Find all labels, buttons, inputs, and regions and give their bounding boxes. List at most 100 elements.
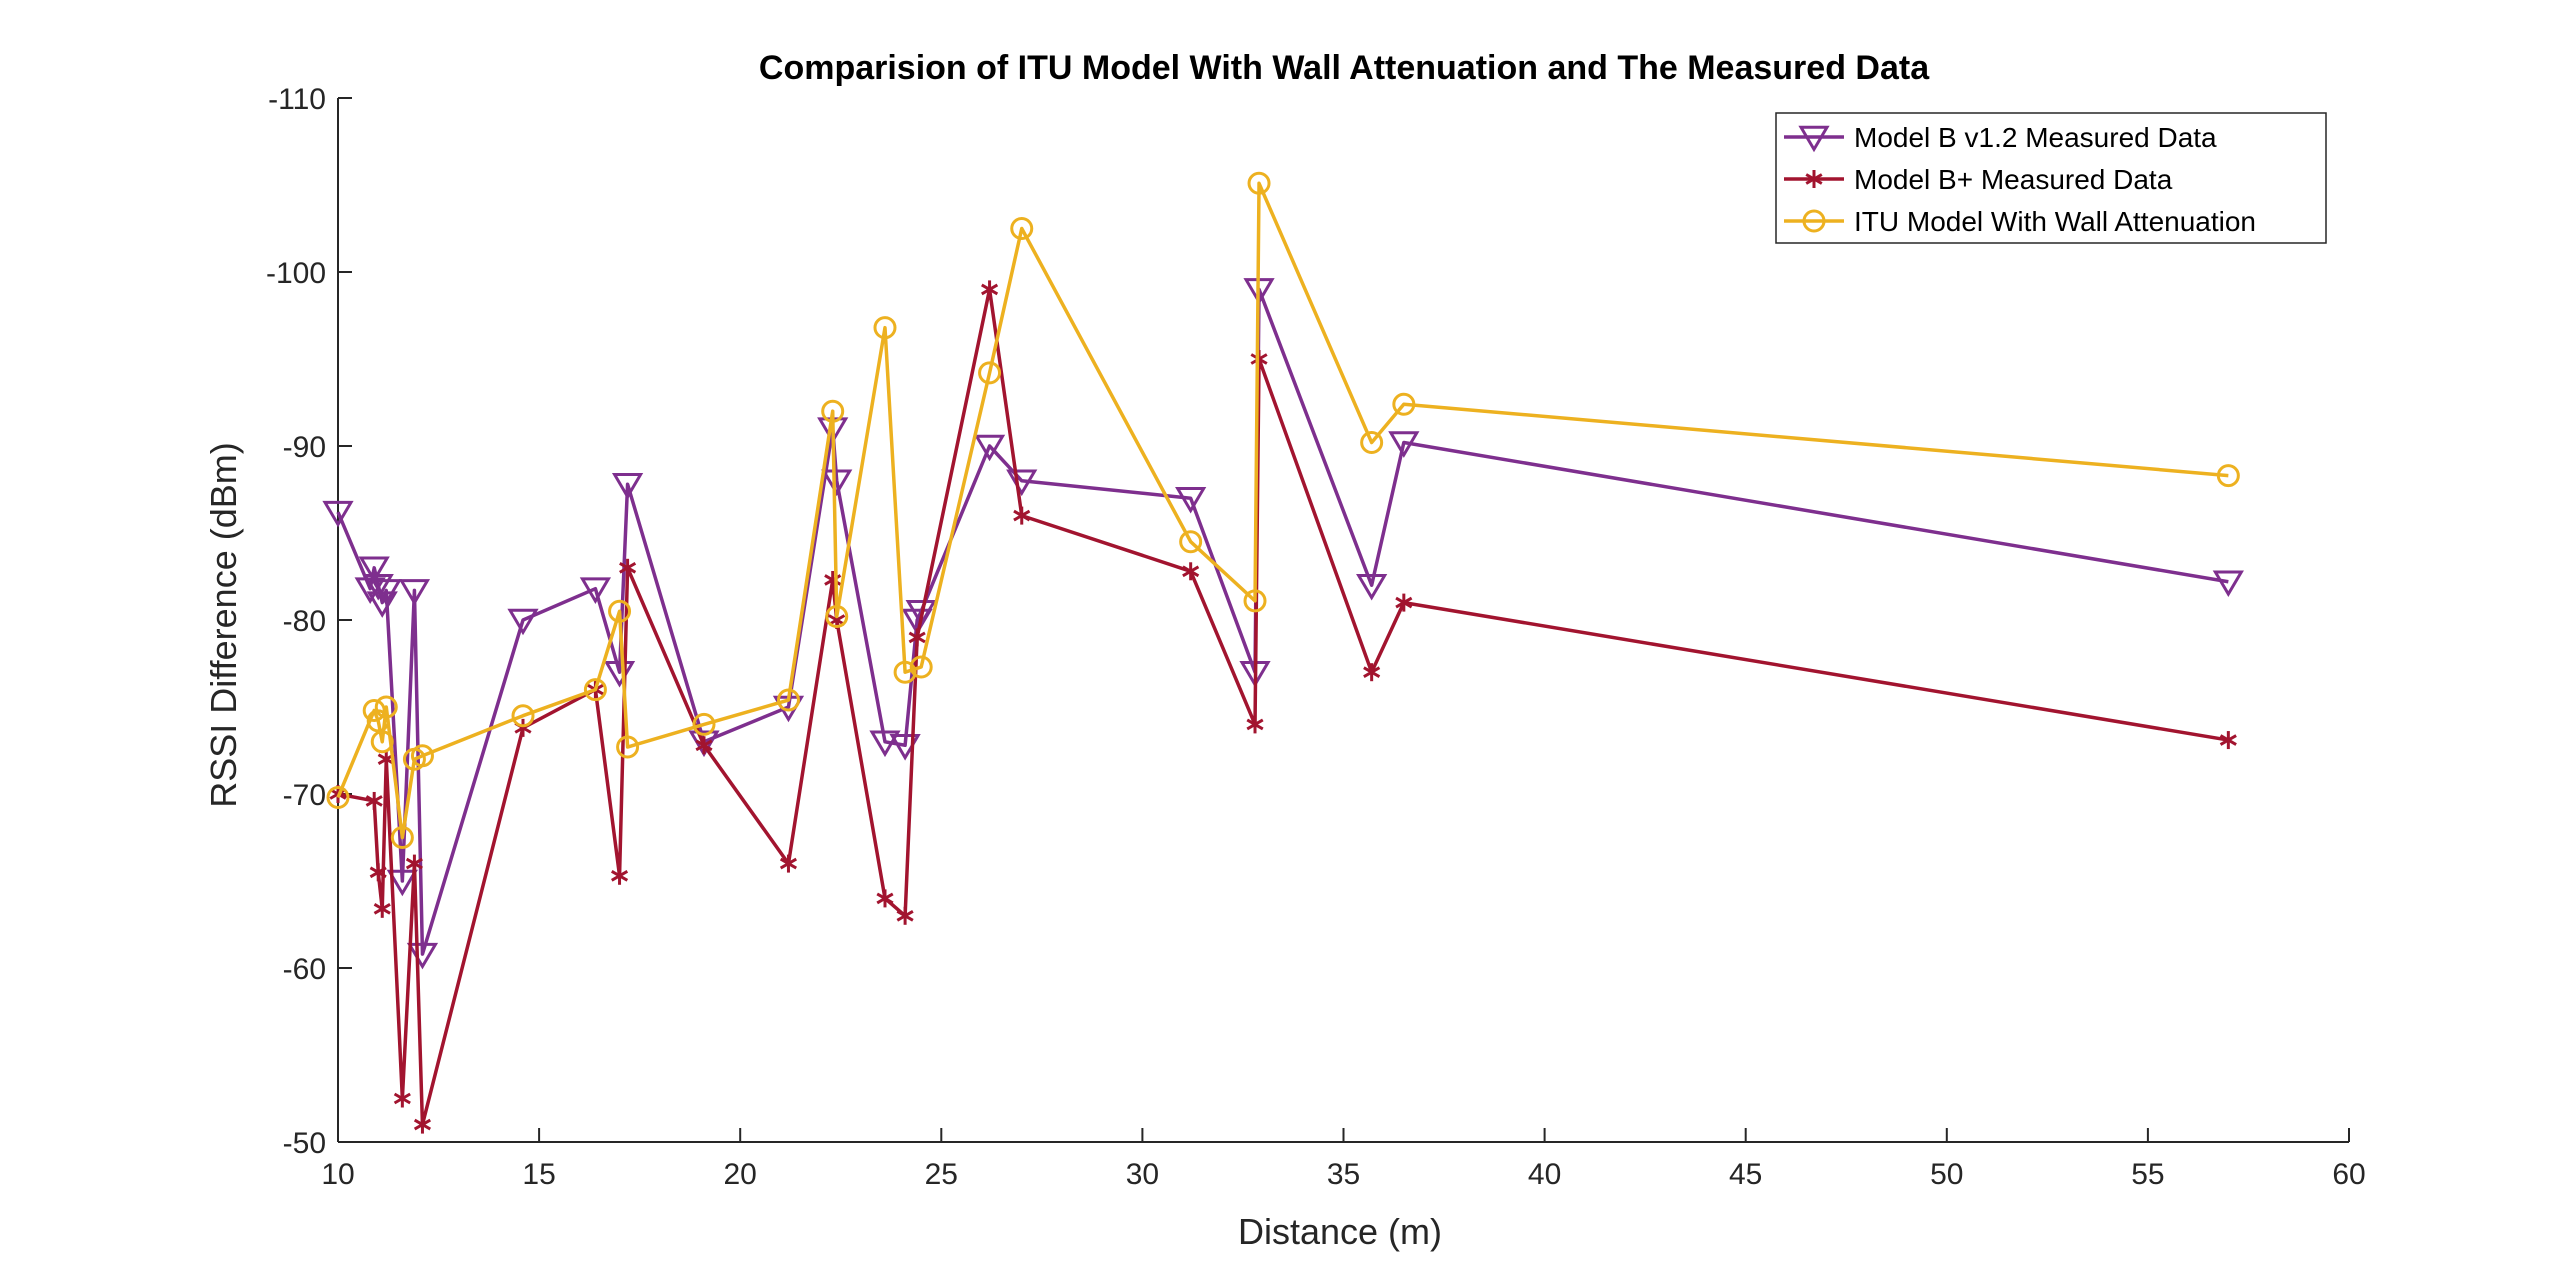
data-point [1243,589,1267,613]
legend-marker [1805,170,1823,188]
asterisk-stroke [981,283,999,296]
data-point [825,605,849,629]
x-tick-label: 10 [321,1158,354,1191]
series-layer [322,171,2244,1134]
data-point [369,863,387,882]
asterisk-stroke [1363,666,1381,678]
data-point [1175,486,1207,514]
asterisk-stroke [393,1092,411,1105]
data-point [608,599,632,623]
data-point [616,735,640,759]
data-point [869,730,901,758]
data-point [1013,506,1031,525]
asterisk-stroke [1246,718,1264,731]
data-point [370,730,394,754]
asterisk-stroke [2219,734,2237,746]
data-point [2212,570,2244,598]
asterisk-stroke [908,631,926,644]
data-point [362,573,394,601]
data-point [978,361,1002,385]
data-point [619,558,637,577]
data-point [374,695,398,719]
legend-marker [1802,209,1826,233]
legend-entry: ITU Model With Wall Attenuation [1784,206,2256,237]
data-point [1247,171,1271,195]
asterisk-stroke [1395,596,1413,609]
legend-label: Model B v1.2 Measured Data [1854,122,2217,153]
y-axis-label: RSSI Difference (dBm) [203,442,244,807]
asterisk-stroke [824,574,842,586]
series-line-3 [336,181,2229,840]
series-line-1 [336,287,2229,956]
y-tick-label: -80 [283,605,326,638]
y-tick-label: -100 [266,257,326,290]
data-point [905,600,937,627]
asterisk-stroke [1805,173,1823,185]
asterisk-stroke [619,562,637,574]
data-point [354,577,386,604]
data-point [776,688,800,712]
data-point [358,556,390,584]
asterisk-stroke [896,910,914,922]
data-point [514,718,532,737]
data-point [692,712,716,736]
data-point [370,579,402,606]
y-tick-label: -50 [283,1127,326,1160]
legend-label: ITU Model With Wall Attenuation [1854,206,2256,237]
data-point [390,826,414,849]
asterisk-stroke [373,903,391,915]
data-point [981,280,999,299]
data-point [876,889,894,908]
asterisk-stroke [413,1118,432,1131]
data-point [824,570,842,589]
asterisk-stroke [695,739,713,752]
data-point [410,744,434,768]
data-point [2219,731,2237,750]
series-line-2 [337,287,2229,1127]
data-point [1179,530,1203,554]
y-tick-label: -60 [283,953,326,986]
asterisk-stroke [876,892,894,905]
y-tick-label: -110 [268,83,326,116]
legend-entry: Model B v1.2 Measured Data [1784,122,2217,153]
data-point [398,579,431,606]
data-point [909,655,933,679]
data-point [579,577,612,604]
legend-label: Model B+ Measured Data [1854,164,2173,195]
x-tick-label: 50 [1930,1158,1963,1191]
x-axis-label: Distance (m) [1238,1211,1442,1252]
asterisk-stroke [369,866,387,879]
x-tick-label: 40 [1528,1158,1561,1191]
x-tick-label: 25 [925,1158,958,1191]
data-point [511,704,535,728]
series-1 [322,278,2244,970]
asterisk-stroke [610,869,629,882]
data-point [821,469,853,497]
data-point [1182,562,1200,581]
data-point [1010,217,1034,240]
x-tick-label: 35 [1327,1158,1360,1191]
legend-box [1775,112,2327,244]
x-tick-label: 45 [1729,1158,1762,1191]
data-point [611,473,644,500]
data-point [2216,464,2240,488]
y-tick-label: -90 [283,431,326,464]
data-point [779,854,798,873]
data-point [1395,593,1413,612]
asterisk-stroke [828,614,846,626]
data-point [821,399,845,423]
data-point [365,791,383,810]
data-point [695,736,713,755]
data-point [1360,431,1384,455]
chart-title: Comparision of ITU Model With Wall Atten… [759,49,1930,87]
legend-marker [1798,125,1830,153]
asterisk-stroke [365,795,383,807]
data-point [583,678,607,702]
data-point [908,628,926,647]
data-point [373,899,391,918]
series-3 [326,171,2240,849]
data-point [1246,715,1264,734]
x-tick-label: 15 [522,1158,555,1191]
data-point [362,698,386,722]
